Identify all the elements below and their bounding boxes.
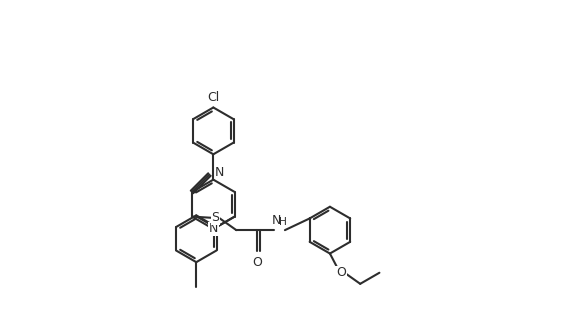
Text: N: N <box>272 213 280 226</box>
Text: H: H <box>279 217 287 226</box>
Text: N: N <box>209 222 218 235</box>
Text: S: S <box>211 211 219 224</box>
Text: Cl: Cl <box>207 91 219 104</box>
Text: O: O <box>252 256 262 270</box>
Text: O: O <box>336 266 346 279</box>
Text: N: N <box>215 166 224 179</box>
